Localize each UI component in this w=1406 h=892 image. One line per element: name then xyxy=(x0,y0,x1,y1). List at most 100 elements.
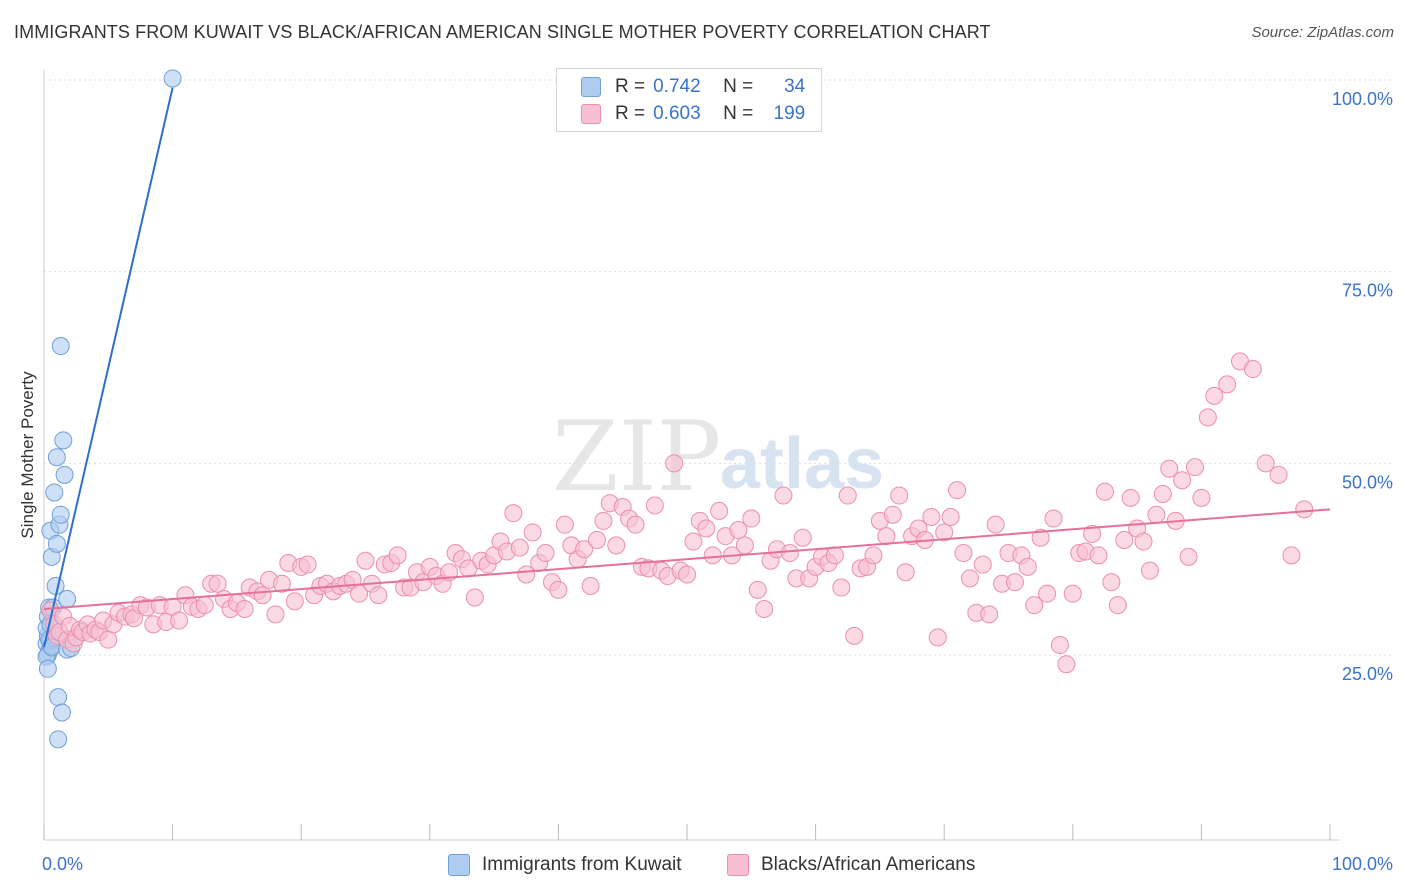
black-point xyxy=(980,605,999,624)
black-point xyxy=(1095,482,1114,501)
black-point xyxy=(755,600,774,618)
black-point xyxy=(1192,488,1211,507)
r-label: R = xyxy=(615,103,646,124)
watermark-zip: ZIP xyxy=(552,401,721,513)
kuwait-point xyxy=(51,505,70,524)
black-point xyxy=(928,628,947,647)
kuwait-point xyxy=(49,730,68,749)
kuwait-point xyxy=(58,590,77,609)
black-point xyxy=(1243,360,1262,379)
black-point xyxy=(517,565,536,584)
black-point xyxy=(356,551,375,570)
y-tick-label: 50.0% xyxy=(1342,472,1393,492)
black-legend-swatch xyxy=(727,854,749,876)
black-point xyxy=(1089,546,1108,565)
black-point xyxy=(1108,596,1127,615)
black-point xyxy=(1050,636,1069,655)
black-point xyxy=(883,505,902,524)
black-point xyxy=(285,592,304,611)
black-point xyxy=(1044,509,1063,528)
black-point xyxy=(1025,596,1044,615)
kuwait-point xyxy=(55,465,74,484)
stats-row-kuwait: R = 0.742 N = 34 xyxy=(581,74,805,100)
black-point xyxy=(1173,471,1192,490)
black-point xyxy=(510,538,529,557)
black-point xyxy=(703,546,722,565)
black-point xyxy=(523,523,542,542)
tick-labels: 25.0% 50.0% 75.0% 100.0% 0.0% 100.0% Single Mo… xyxy=(18,89,1393,874)
black-point xyxy=(941,508,960,526)
r-value: 0.603 xyxy=(653,103,701,124)
black-trend-line xyxy=(43,508,1331,610)
kuwait-swatch xyxy=(581,77,601,97)
black-point xyxy=(935,523,954,542)
black-point xyxy=(748,580,767,599)
black-point xyxy=(1185,458,1204,477)
kuwait-point xyxy=(38,659,57,678)
black-point xyxy=(549,580,568,599)
black-point xyxy=(954,544,973,563)
black-point xyxy=(1205,386,1224,405)
x-tick-label: 0.0% xyxy=(42,854,83,874)
gridlines xyxy=(44,79,1392,656)
kuwait-point xyxy=(163,69,182,88)
black-point xyxy=(665,454,684,473)
black-point xyxy=(369,586,388,605)
black-point xyxy=(536,544,555,563)
black-point xyxy=(1102,573,1121,592)
black-point xyxy=(1140,561,1159,580)
black-point xyxy=(845,626,864,645)
black-point xyxy=(1031,528,1050,547)
black-point xyxy=(864,546,883,565)
black-point xyxy=(948,481,967,500)
black-point xyxy=(1018,557,1037,576)
black-point xyxy=(1198,408,1217,427)
n-value: 199 xyxy=(773,103,806,124)
chart-title: IMMIGRANTS FROM KUWAIT VS BLACK/AFRICAN … xyxy=(14,22,991,42)
black-point xyxy=(896,563,915,582)
black-point xyxy=(575,540,594,559)
x-tick-label: 100.0% xyxy=(1332,854,1393,874)
black-point xyxy=(253,586,272,605)
black-point xyxy=(235,600,254,618)
black-point xyxy=(960,569,979,588)
black-point xyxy=(832,578,851,597)
legend-label: Immigrants from Kuwait xyxy=(482,854,682,875)
stats-row-black: R = 0.603 N = 199 xyxy=(581,101,805,127)
black-point xyxy=(1121,488,1140,507)
kuwait-point xyxy=(49,688,68,707)
black-point xyxy=(1083,524,1102,543)
black-point xyxy=(890,486,909,505)
kuwait-point xyxy=(47,448,66,467)
black-point xyxy=(838,486,857,505)
black-point xyxy=(208,574,227,593)
n-value: 34 xyxy=(784,76,806,97)
kuwait-trend-line xyxy=(43,87,174,648)
black-point xyxy=(170,611,189,630)
black-point xyxy=(1147,505,1166,524)
black-point xyxy=(697,519,716,538)
black-point xyxy=(587,531,606,549)
kuwait-point xyxy=(51,337,70,356)
black-point xyxy=(1115,531,1134,549)
black-point xyxy=(710,501,729,520)
black-point xyxy=(684,532,703,551)
black-point xyxy=(1282,546,1301,565)
black-point xyxy=(626,515,645,534)
black-point xyxy=(465,588,484,607)
legend-item-kuwait: Immigrants from Kuwait xyxy=(448,852,682,878)
legend-label: Blacks/African Americans xyxy=(761,854,976,875)
kuwait-legend-swatch xyxy=(448,854,470,876)
legend-item-black: Blacks/African Americans xyxy=(727,852,975,878)
y-tick-label: 25.0% xyxy=(1342,664,1393,684)
axes xyxy=(43,70,1340,841)
n-label: N = xyxy=(723,103,754,124)
black-point xyxy=(780,544,799,563)
black-point xyxy=(742,509,761,528)
y-tick-label: 75.0% xyxy=(1342,281,1393,301)
kuwait-point xyxy=(54,431,73,450)
source-label: Source: ZipAtlas.com xyxy=(1251,24,1394,41)
black-point xyxy=(729,521,748,540)
black-point xyxy=(555,515,574,534)
